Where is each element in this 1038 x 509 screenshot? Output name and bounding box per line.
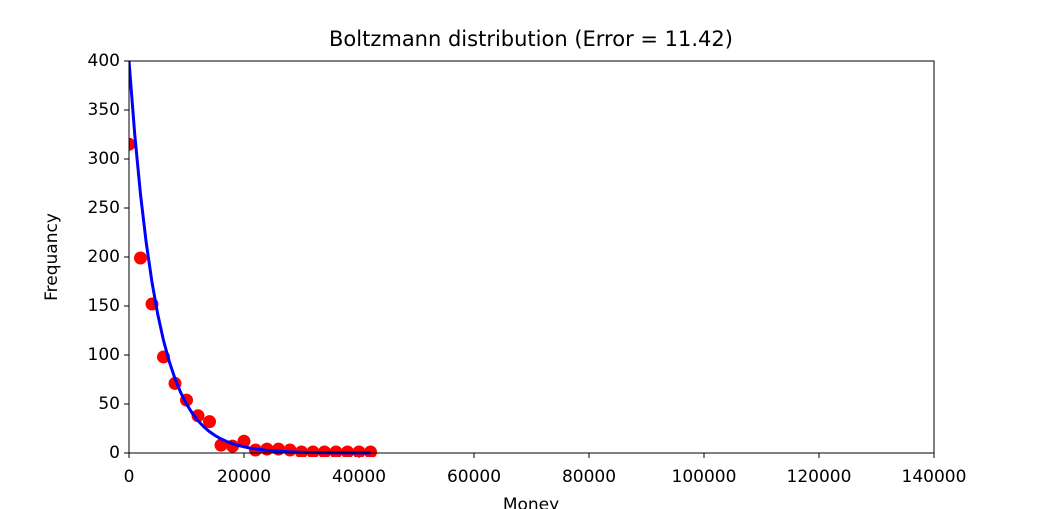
x-tick-label: 40000 (332, 467, 386, 487)
y-tick-label: 350 (88, 100, 120, 120)
x-tick-label: 140000 (902, 467, 967, 487)
x-tick-label: 80000 (562, 467, 616, 487)
y-tick-label: 400 (88, 51, 120, 71)
y-tick-label: 50 (98, 394, 120, 414)
data-point (203, 415, 216, 429)
x-tick-label: 60000 (447, 467, 501, 487)
y-tick-label: 250 (88, 198, 120, 218)
chart-title: Boltzmann distribution (Error = 11.42) (329, 27, 733, 51)
y-tick-label: 0 (109, 443, 120, 463)
data-point (191, 409, 205, 423)
x-tick-label: 20000 (217, 467, 271, 487)
y-tick-label: 300 (88, 149, 120, 169)
data-point (134, 251, 147, 265)
y-axis-label: Frequancy (42, 213, 62, 301)
y-tick-label: 150 (88, 296, 120, 316)
fit-line (129, 60, 371, 455)
plot-frame (128, 60, 935, 454)
data-point (237, 434, 251, 448)
x-axis-label: Money (503, 495, 559, 509)
y-tick-label: 200 (88, 247, 120, 267)
y-tick-label: 100 (88, 345, 120, 365)
data-point (283, 443, 297, 457)
x-tick-label: 120000 (787, 467, 852, 487)
x-tick-label: 0 (124, 467, 135, 487)
x-tick-label: 100000 (672, 467, 737, 487)
data-point (272, 442, 285, 456)
